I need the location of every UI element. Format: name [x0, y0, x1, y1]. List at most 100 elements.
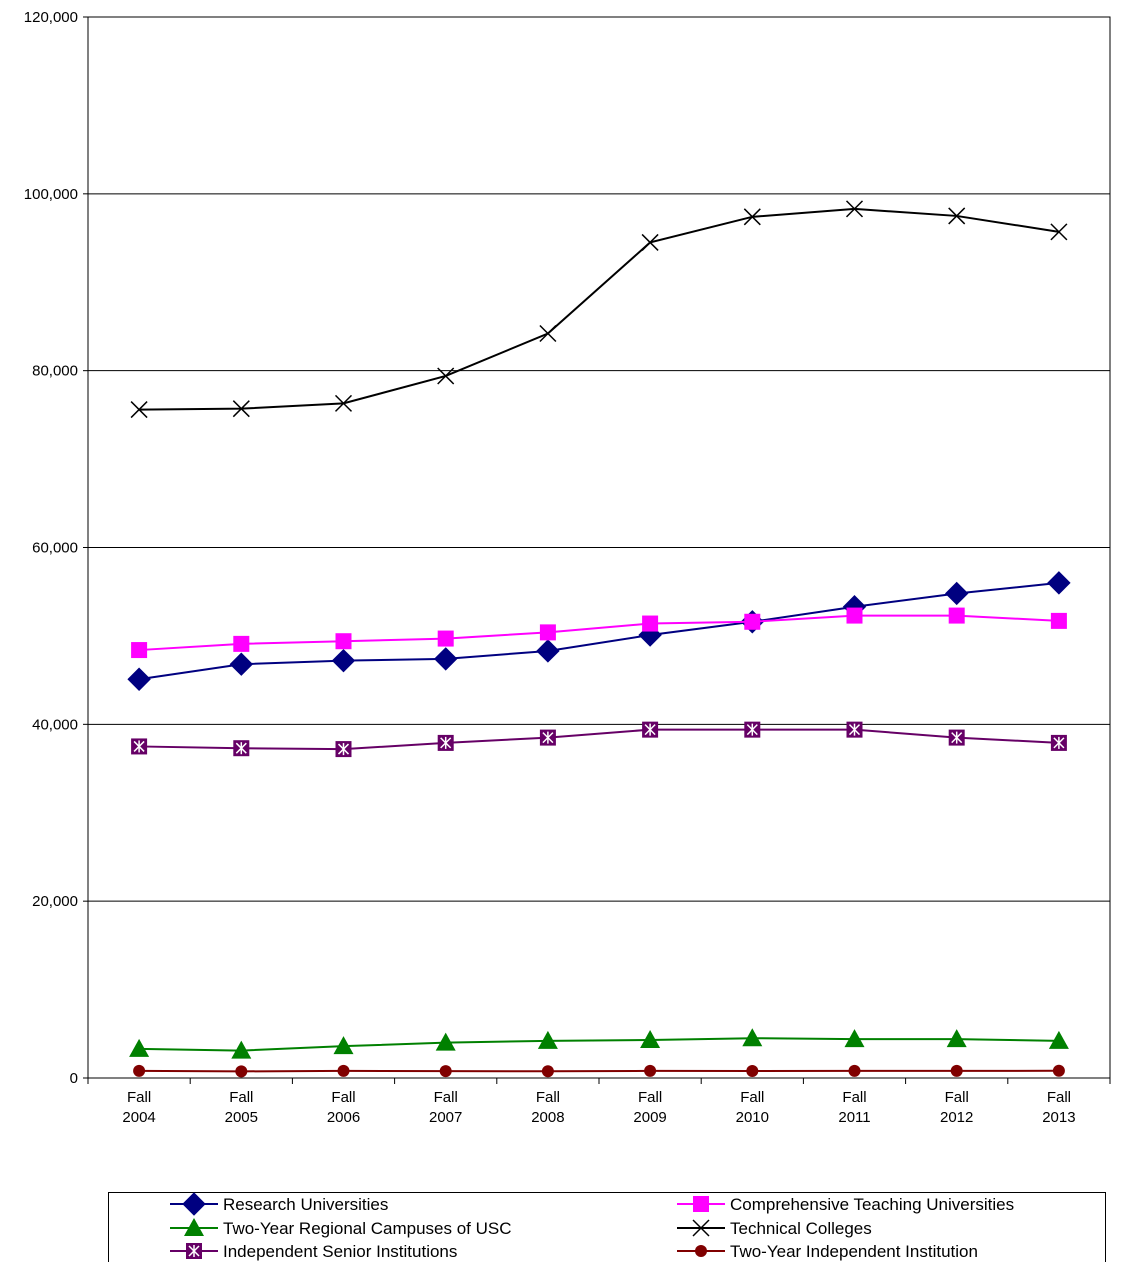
data-point	[846, 721, 863, 738]
diamond-marker-shape	[331, 648, 356, 673]
y-tick-label: 60,000	[32, 540, 78, 557]
x-tick-label-line: 2004	[122, 1109, 155, 1126]
data-point	[948, 729, 965, 746]
triangle-marker-shape	[231, 1040, 252, 1059]
x-tick-label-line: 2012	[940, 1109, 973, 1126]
triangle-marker-shape	[742, 1028, 763, 1047]
data-point	[744, 721, 761, 738]
data-point	[641, 233, 659, 251]
data-point	[335, 633, 352, 650]
gridlines	[88, 16, 1110, 902]
series-independent-senior-institutions	[131, 721, 1067, 758]
x-tick-label: Fall 2006	[327, 1089, 360, 1126]
data-point	[233, 740, 250, 757]
x-tick-label: Fall 2004	[122, 1089, 155, 1126]
data-point	[229, 652, 254, 676]
circle-marker-shape	[541, 1065, 554, 1078]
y-tick-label: 120,000	[24, 9, 78, 26]
diamond-marker-shape	[229, 652, 254, 676]
data-point	[433, 647, 458, 671]
data-point	[333, 1036, 354, 1055]
x-tick-label: Fall 2010	[736, 1089, 769, 1126]
square-marker-shape	[948, 607, 965, 624]
square-marker-shape	[1050, 612, 1067, 629]
x-marker-stroke	[437, 367, 455, 385]
data-point	[1050, 734, 1067, 751]
legend-marker	[695, 1245, 707, 1257]
data-point	[437, 734, 454, 751]
circle-marker-shape	[235, 1065, 248, 1078]
data-point	[536, 639, 560, 663]
x-tick-label: Fall 2005	[225, 1089, 258, 1126]
data-point	[337, 1064, 350, 1077]
legend-marker	[184, 1218, 204, 1236]
legend-item: Two-Year Regional Campuses of USC	[170, 1218, 512, 1238]
x-tick-label-line: 2013	[1042, 1109, 1075, 1126]
legend-label: Independent Senior Institutions	[223, 1242, 457, 1261]
x-tick-label-line: Fall	[842, 1089, 866, 1106]
series-line	[138, 581, 1060, 681]
x-marker-stroke	[743, 208, 761, 226]
series-lines	[127, 200, 1071, 1078]
legend-label: Research Universities	[223, 1195, 388, 1214]
x-marker-stroke	[1050, 223, 1068, 241]
data-point	[946, 1029, 967, 1048]
x-tick-label-line: Fall	[229, 1089, 253, 1106]
x-tick-label: Fall 2012	[940, 1089, 973, 1126]
square-marker-shape	[233, 635, 250, 652]
triangle-marker-shape	[946, 1029, 967, 1048]
series-line	[139, 728, 1059, 751]
y-tick-label: 0	[70, 1070, 78, 1087]
triangle-marker-shape	[844, 1029, 865, 1048]
square-marker-shape	[642, 615, 659, 632]
data-point	[127, 667, 151, 691]
data-point	[1050, 223, 1068, 241]
x-tick-label-line: 2007	[429, 1109, 462, 1126]
legend-item: Research Universities	[170, 1192, 388, 1216]
data-point	[331, 648, 356, 673]
series-line	[139, 614, 1059, 652]
data-point	[541, 1065, 554, 1078]
data-point	[644, 1064, 657, 1077]
legend-label: Comprehensive Teaching Universities	[730, 1195, 1014, 1214]
square-marker-shape	[539, 624, 556, 641]
x-tick-label: Fall 2007	[429, 1089, 462, 1126]
data-point	[335, 741, 352, 758]
data-point	[1050, 612, 1067, 629]
x-tick-label-line: Fall	[434, 1089, 458, 1106]
x-marker-stroke	[232, 400, 250, 418]
x-tick-label: Fall 2011	[838, 1089, 870, 1126]
data-point	[744, 613, 761, 630]
y-tick-label: 40,000	[32, 716, 78, 733]
triangle-marker-shape	[435, 1032, 456, 1051]
data-point	[642, 721, 659, 738]
circle-marker-shape	[848, 1064, 861, 1077]
data-point	[537, 1030, 558, 1049]
data-point	[130, 401, 148, 419]
series-two-year-regional-campuses-of-usc	[129, 1028, 1069, 1059]
diamond-marker-shape	[433, 647, 458, 671]
triangle-marker-shape	[537, 1030, 558, 1049]
square-marker-shape	[335, 633, 352, 650]
diamond-marker-shape	[1047, 571, 1071, 595]
data-point	[948, 607, 965, 624]
diamond-marker-shape	[536, 639, 560, 663]
x-marker-stroke	[948, 207, 966, 225]
x-tick-label-line: 2006	[327, 1109, 360, 1126]
data-point	[133, 1064, 146, 1077]
x-tick-label-line: Fall	[331, 1089, 355, 1106]
data-point	[437, 367, 455, 385]
x-marker-stroke	[692, 1219, 710, 1237]
series-research-universities	[127, 571, 1071, 691]
data-point	[944, 581, 969, 606]
x-tick-label-line: Fall	[945, 1089, 969, 1106]
legend-item: Technical Colleges	[677, 1219, 872, 1238]
data-point	[640, 1029, 661, 1048]
data-point	[743, 208, 761, 226]
circle-marker-shape	[746, 1065, 759, 1078]
data-point	[539, 729, 556, 746]
data-point	[848, 1064, 861, 1077]
legend-label: Two-Year Regional Campuses of USC	[223, 1219, 512, 1238]
x-tick-label-line: Fall	[536, 1089, 560, 1106]
